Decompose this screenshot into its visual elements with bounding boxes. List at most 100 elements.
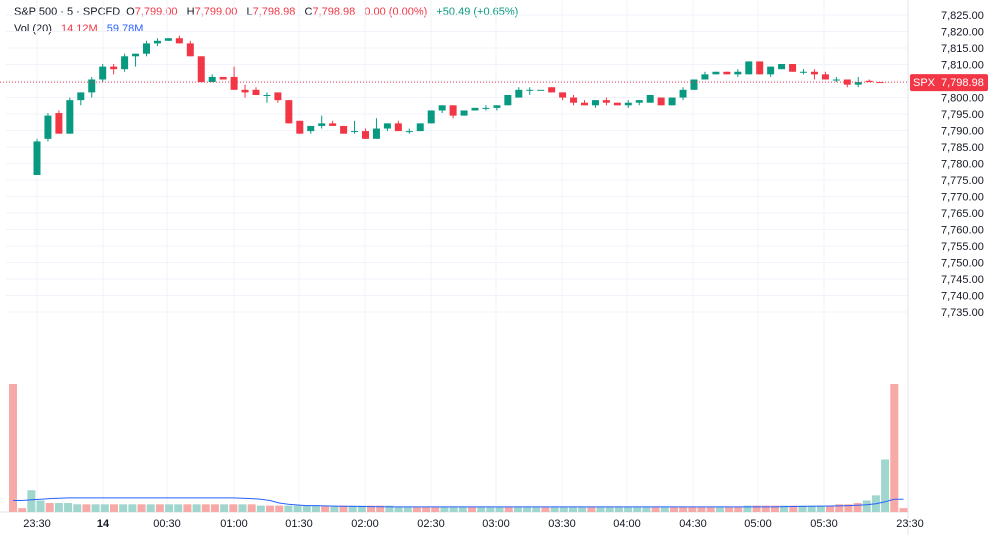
- volume-bar: [431, 506, 440, 512]
- volume-bar: [100, 504, 109, 512]
- candle-body: [876, 82, 884, 84]
- candle-body: [624, 102, 632, 106]
- candle-body: [712, 71, 720, 75]
- candle-body: [77, 92, 85, 101]
- volume-bar: [275, 505, 284, 512]
- low-label: L: [246, 6, 253, 18]
- volume-bar: [192, 504, 201, 512]
- volume-bar: [605, 506, 614, 512]
- candle-body: [865, 80, 873, 83]
- volume-bar: [513, 506, 522, 512]
- volume-bar: [789, 505, 798, 512]
- time-tick-label: 23:30: [23, 518, 51, 530]
- time-tick-label: 23:30: [896, 518, 924, 530]
- candle-body: [526, 89, 534, 91]
- candle-body: [602, 100, 610, 103]
- volume-bar: [807, 505, 816, 512]
- volume-bar: [54, 503, 63, 512]
- volume-bar: [9, 384, 17, 512]
- volume-bar: [220, 504, 229, 512]
- volume-bar: [449, 506, 458, 512]
- volume-bar: [688, 506, 697, 512]
- candle-body: [778, 64, 786, 70]
- volume-bar: [495, 506, 504, 512]
- time-tick-label: 14: [97, 518, 110, 530]
- volume-bar: [45, 503, 54, 512]
- volume-bar: [330, 505, 339, 512]
- time-tick-label: 04:00: [613, 518, 641, 530]
- candle-body: [88, 79, 96, 93]
- candle-body: [44, 115, 52, 139]
- candle-body: [219, 76, 227, 80]
- candle-body: [362, 131, 369, 139]
- candle-body: [438, 105, 446, 111]
- candle-body: [427, 110, 435, 124]
- volume-bar: [146, 504, 155, 512]
- candle-body: [263, 94, 271, 96]
- price-axis[interactable]: 7,825.007,820.007,815.007,810.007,805.00…: [941, 10, 984, 319]
- volume-bar: [284, 505, 293, 512]
- price-tick-label: 7,815.00: [941, 43, 984, 55]
- volume-bar: [669, 506, 678, 512]
- volume-bar: [403, 506, 412, 512]
- volume-bar: [367, 505, 376, 512]
- high-label: H: [186, 6, 195, 18]
- volume-bar: [679, 506, 688, 512]
- volume-bar: [596, 506, 605, 512]
- volume-bar: [752, 505, 761, 512]
- price-tick-label: 7,825.00: [941, 10, 984, 22]
- candle-body: [789, 64, 797, 72]
- candle-body: [810, 71, 818, 75]
- candle-body: [110, 66, 118, 70]
- candle-body: [285, 100, 293, 124]
- candlesticks: [33, 35, 884, 175]
- volume-bar: [504, 506, 513, 512]
- candle-body: [646, 94, 654, 103]
- volume-bar: [826, 505, 835, 512]
- candle-body: [175, 38, 183, 44]
- volume-bar: [247, 504, 256, 512]
- volume-bar: [311, 505, 320, 512]
- volume-bar: [587, 506, 596, 512]
- candle-body: [767, 66, 775, 75]
- volume-bar: [64, 503, 73, 512]
- volume-bar: [697, 506, 706, 512]
- candle-body: [351, 131, 359, 133]
- grid-lines: [0, 0, 909, 535]
- volume-bar: [559, 506, 568, 512]
- candle-body: [515, 89, 523, 98]
- volume-bar: [109, 504, 118, 512]
- volume-bar: [394, 506, 403, 512]
- volume-bar: [642, 506, 651, 512]
- volume-bar: [412, 506, 421, 512]
- time-tick-label: 05:30: [810, 518, 838, 530]
- candle-body: [241, 89, 249, 93]
- candle-body: [296, 120, 304, 134]
- volume-bar: [568, 506, 577, 512]
- candle-body: [821, 74, 829, 80]
- price-tick-label: 7,770.00: [941, 192, 984, 204]
- volume-bar: [550, 506, 559, 512]
- volume-bar: [357, 505, 366, 512]
- price-tick-label: 7,755.00: [941, 241, 984, 253]
- volume-bar: [238, 504, 247, 512]
- volume-bar: [862, 500, 871, 512]
- volume-bar: [614, 506, 623, 512]
- volume-bar: [440, 506, 449, 512]
- candle-body: [132, 53, 140, 57]
- last-price-tag: SPX 7,798.98: [910, 74, 988, 92]
- candle-body: [164, 38, 172, 41]
- volume-bar: [578, 506, 587, 512]
- volume-bar: [881, 459, 890, 512]
- candle-body: [493, 105, 501, 108]
- volume-bar: [532, 506, 541, 512]
- candle-body: [800, 71, 807, 73]
- candle-body: [591, 100, 599, 106]
- volume-bar: [422, 506, 431, 512]
- volume-bar: [137, 504, 146, 512]
- volume-bar: [183, 504, 192, 512]
- time-axis[interactable]: 23:30 14 00:30 01:00 01:30 02:00 02:30 03:00 03:…: [23, 518, 924, 530]
- price-tick-label: 7,745.00: [941, 274, 984, 286]
- volume-bar: [155, 504, 164, 512]
